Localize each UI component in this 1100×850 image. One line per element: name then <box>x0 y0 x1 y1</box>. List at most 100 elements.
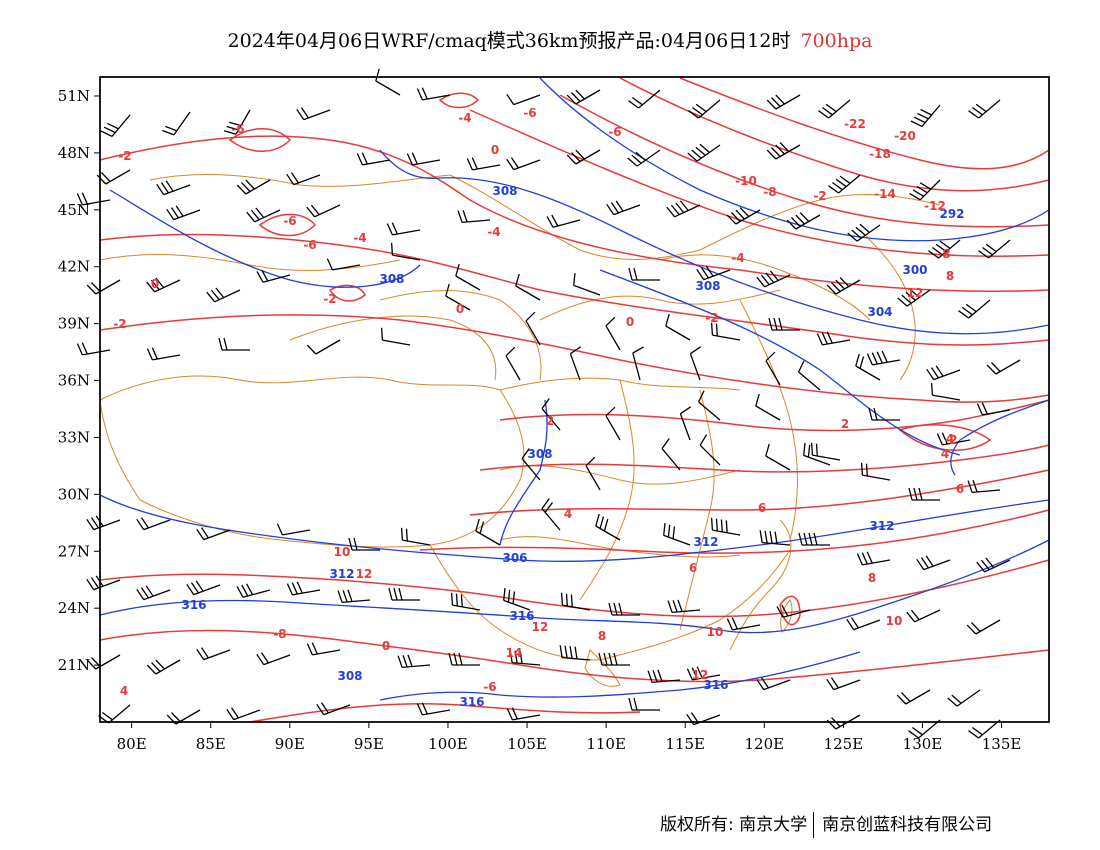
geopotential-contour <box>99 539 1050 634</box>
wind-barb <box>585 456 601 491</box>
boundary-line <box>289 315 497 381</box>
lon-tick-label: 105E <box>507 735 547 753</box>
wind-barb <box>606 200 641 216</box>
temperature-contour-label: 0 <box>456 302 464 316</box>
wind-barb <box>236 583 271 598</box>
chart-title: 2024年04月06日WRF/cmaq模式36km预报产品:04月06日12时 7… <box>0 26 1100 53</box>
wind-barb <box>687 143 721 162</box>
wind-barb <box>559 645 591 661</box>
temperature-contour-label: -18 <box>869 147 891 161</box>
wind-barb <box>316 702 351 716</box>
wind-barb <box>686 666 721 681</box>
wind-barb <box>765 351 781 386</box>
height-contour-label: 312 <box>869 519 894 533</box>
wind-barb <box>455 263 481 291</box>
temperature-contour-label: 2 <box>841 417 849 431</box>
wind-barb <box>206 287 241 303</box>
wind-barb <box>818 99 851 119</box>
wind-barb <box>457 210 491 224</box>
lat-tick-label: 42N <box>58 258 90 276</box>
wind-barb <box>798 360 821 391</box>
temperature-contour-label: 0 <box>491 143 499 157</box>
temperature-contour-label: -20 <box>894 129 916 143</box>
wind-barb <box>928 239 961 259</box>
wind-barb <box>156 180 191 196</box>
temperature-contour-label: 6 <box>758 501 766 515</box>
wind-barb <box>968 99 1001 119</box>
wind-barb <box>196 527 231 541</box>
wind-barb <box>986 359 1021 375</box>
height-contour-label: 308 <box>492 184 517 198</box>
wind-barb <box>416 702 451 716</box>
boundary-line <box>429 544 601 661</box>
temperature-contour-label: 8 <box>946 269 954 283</box>
wind-barb <box>541 398 561 431</box>
wind-barb <box>146 277 181 293</box>
temperature-contour-label: -22 <box>844 117 866 131</box>
temperature-contour-label: -6 <box>608 125 621 139</box>
wind-barb <box>566 149 601 165</box>
axis-ticks: 51N 48N 45N 42N 39N 36N 33N 30N 27N 24N 21N 80E 85E 9… <box>58 87 1022 753</box>
geopotential-contours <box>99 77 1050 701</box>
wind-barb <box>661 438 681 471</box>
temperature-contour-label: -6 <box>283 214 296 228</box>
wind-barb <box>627 149 661 167</box>
wind-barb <box>276 523 311 536</box>
temperature-contour-label: -2 <box>113 317 126 331</box>
lat-tick-label: 24N <box>58 599 90 617</box>
boundary-line <box>449 174 701 260</box>
height-contour-label: 308 <box>379 272 404 286</box>
wind-barb <box>776 604 811 618</box>
wind-barb <box>506 707 541 721</box>
temperature-contour <box>479 444 1050 473</box>
wind-barb <box>445 283 471 311</box>
wind-barb <box>632 346 644 381</box>
geopotential-contour <box>599 269 961 456</box>
wind-barb <box>856 551 891 566</box>
wind-barb <box>406 152 441 166</box>
province-boundaries <box>99 174 941 687</box>
wind-barb <box>598 652 630 666</box>
wind-barb <box>136 585 171 601</box>
temperature-contour-label: -4 <box>731 251 744 265</box>
wind-barb <box>810 442 841 461</box>
wind-barb <box>286 581 321 596</box>
wind-barb <box>86 575 121 591</box>
temperature-contour-label: -2 <box>705 311 718 325</box>
wind-barb <box>897 288 931 307</box>
wind-barb <box>666 200 701 218</box>
temperature-contour-label: 12 <box>532 620 549 634</box>
wind-barb <box>306 642 341 656</box>
temperature-contour-label: -14 <box>874 187 896 201</box>
temperature-contour-label: -12 <box>924 199 946 213</box>
wind-barb <box>466 157 501 171</box>
temperature-contour-label: -8 <box>763 185 776 199</box>
height-contour-label: 308 <box>337 669 362 683</box>
temperature-contour-label: 10 <box>707 625 724 639</box>
wind-barb <box>605 406 621 441</box>
temperature-contour-label: -6 <box>303 238 316 252</box>
wind-barb <box>908 487 940 501</box>
temperature-contour <box>559 94 1050 228</box>
wind-barb <box>647 669 681 684</box>
wind-barb <box>947 689 981 707</box>
geopotential-contour <box>379 149 1050 335</box>
wind-barb <box>100 114 131 137</box>
wind-barb <box>847 223 881 242</box>
wind-barb <box>296 107 331 121</box>
wind-barb <box>756 677 791 691</box>
wind-barb <box>826 277 861 295</box>
wind-barb <box>569 346 582 381</box>
temperature-contour <box>99 559 1050 618</box>
temperature-contour-label: -4 <box>487 225 500 239</box>
temperature-contour-label: -2 <box>813 189 826 203</box>
height-contour-label: 300 <box>902 263 927 277</box>
boundary-line <box>99 254 401 271</box>
geopotential-contour <box>109 189 421 288</box>
wind-barb <box>967 480 1001 494</box>
wind-barb <box>356 152 391 166</box>
wind-barb <box>976 402 1011 416</box>
wind-barb <box>286 172 321 186</box>
boundary-line <box>99 375 525 548</box>
lat-tick-label: 33N <box>58 428 90 446</box>
